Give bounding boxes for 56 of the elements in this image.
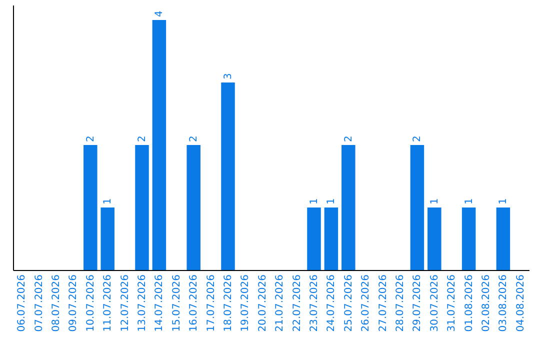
x-tick-label: 27.07.2026 (378, 274, 389, 332)
x-tick-label: 21.07.2026 (274, 274, 286, 332)
data-label: 1 (326, 198, 338, 204)
x-tick-label: 16.07.2026 (188, 274, 200, 332)
data-label: 1 (498, 198, 510, 204)
x-tick-label: 20.07.2026 (257, 274, 268, 332)
bar (186, 145, 200, 270)
x-tick-label: 06.07.2026 (16, 274, 28, 332)
data-label: 1 (429, 198, 440, 204)
data-label: 2 (412, 136, 424, 142)
data-label: 4 (154, 10, 166, 17)
x-tick-label: 22.07.2026 (292, 274, 303, 332)
x-tick-label: 04.08.2026 (515, 274, 526, 332)
x-tick-label: 19.07.2026 (240, 274, 252, 332)
bar (462, 208, 476, 270)
bar (84, 145, 98, 270)
x-tick-label: 02.08.2026 (481, 274, 492, 332)
x-tick-label: 30.07.2026 (429, 274, 440, 332)
data-label: 1 (464, 198, 475, 204)
bar (152, 20, 166, 270)
data-label: 2 (343, 136, 354, 142)
x-tick-label: 15.07.2026 (171, 274, 182, 332)
data-label: 2 (137, 136, 148, 142)
data-label: 1 (102, 198, 114, 204)
x-tick-label: 14.07.2026 (154, 274, 166, 332)
x-tick-label: 11.07.2026 (102, 274, 114, 332)
data-label: 2 (85, 136, 96, 142)
data-label: 3 (223, 73, 234, 80)
x-tick-label: 12.07.2026 (120, 274, 131, 332)
x-tick-label: 29.07.2026 (412, 274, 424, 332)
x-tick-label: 07.07.2026 (34, 274, 45, 332)
x-tick-label: 08.07.2026 (51, 274, 62, 332)
bar (428, 208, 442, 270)
bar (496, 208, 510, 270)
bar (410, 145, 424, 270)
x-tick-label: 24.07.2026 (326, 274, 338, 332)
bar (307, 208, 321, 270)
bar (221, 82, 235, 270)
x-tick-label: 03.08.2026 (498, 274, 510, 332)
x-tick-label: 01.08.2026 (464, 274, 475, 332)
bar (324, 208, 338, 270)
bar (100, 208, 114, 270)
data-label: 1 (309, 198, 320, 204)
x-tick-label: 13.07.2026 (137, 274, 148, 332)
data-label: 2 (188, 136, 200, 142)
x-tick-label: 09.07.2026 (68, 274, 80, 332)
x-tick-label: 31.07.2026 (446, 274, 458, 332)
x-tick-label: 23.07.2026 (309, 274, 320, 332)
bar (342, 145, 356, 270)
x-tick-label: 17.07.2026 (206, 274, 217, 332)
x-tick-label: 28.07.2026 (395, 274, 406, 332)
x-tick-label: 10.07.2026 (85, 274, 96, 332)
x-tick-label: 26.07.2026 (360, 274, 372, 332)
bar (135, 145, 149, 270)
x-tick-label: 18.07.2026 (223, 274, 234, 332)
x-tick-label: 25.07.2026 (343, 274, 354, 332)
